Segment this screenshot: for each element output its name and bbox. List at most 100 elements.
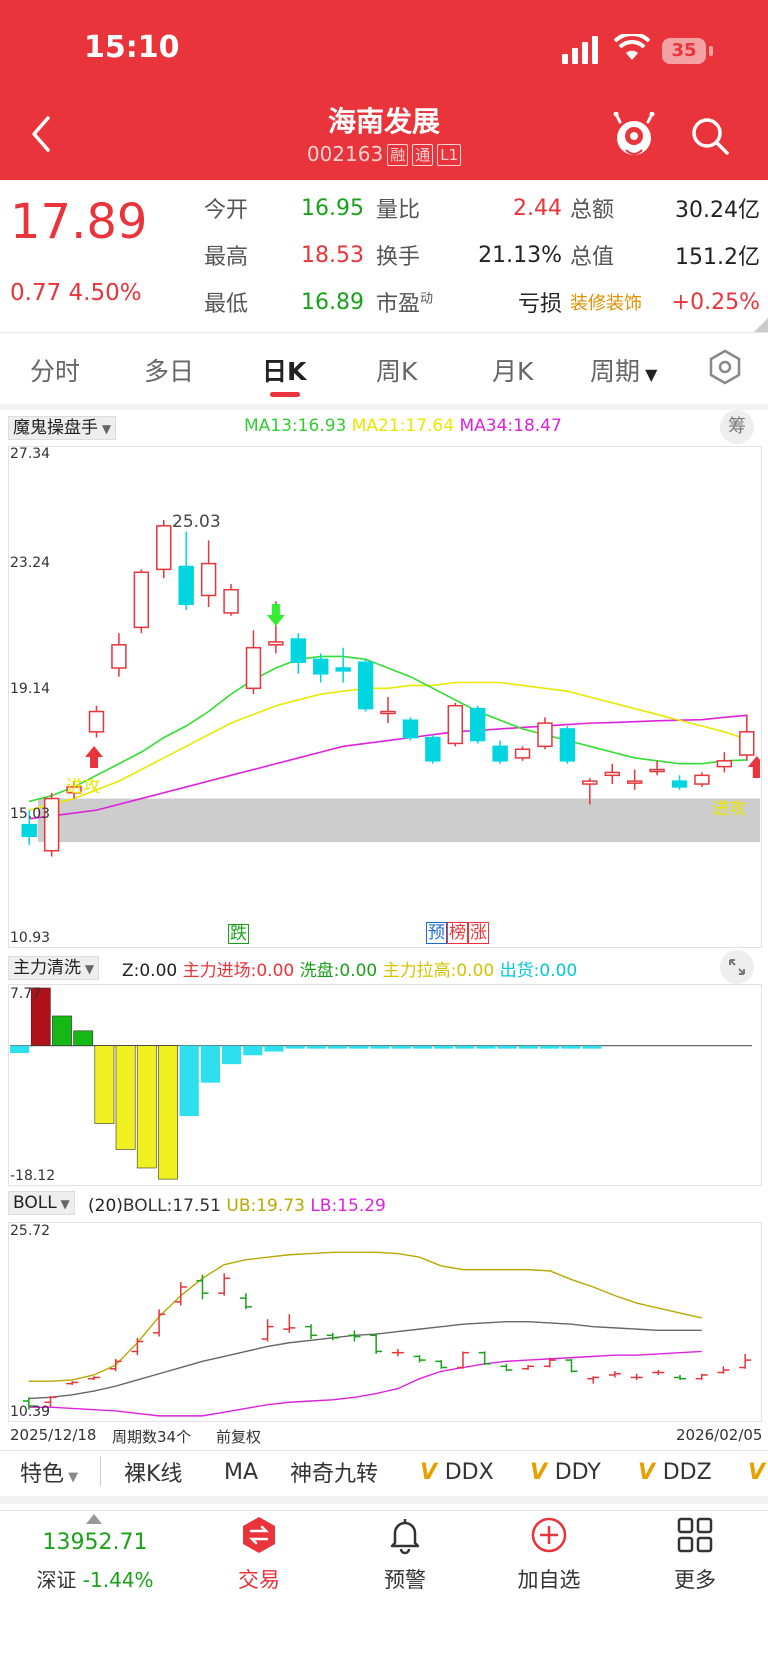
indicator-ma[interactable]: MA xyxy=(224,1459,259,1485)
candle-body xyxy=(290,638,307,663)
y-tick-label: 23.24 xyxy=(10,555,51,571)
flow-bar xyxy=(412,1045,432,1049)
candle-body xyxy=(559,728,576,762)
quote-row: 最低 16.89 市盈动 亏损 装修装饰 +0.25% xyxy=(204,280,760,324)
flow-bar xyxy=(264,1045,284,1052)
vip-v-icon: V xyxy=(420,1459,445,1485)
indicator-toolbar: 特色 ▼ 裸K线 MA 神奇九转 V DDX V DDY V DDZ V xyxy=(0,1448,768,1496)
flow-bar xyxy=(561,1045,581,1049)
price-change: 0.77 4.50% xyxy=(10,280,142,306)
nav-alert[interactable]: 预警 xyxy=(350,1515,460,1594)
divider xyxy=(0,1496,768,1504)
candle-body xyxy=(43,797,60,852)
stock-subtitle: 002163 融 通 L1 xyxy=(0,142,768,166)
quote-value: 16.95 xyxy=(301,195,364,221)
vip-v-icon: V xyxy=(638,1459,663,1485)
sector-name[interactable]: 装修装饰 xyxy=(570,293,642,314)
tab-intraday[interactable]: 分时 xyxy=(30,357,81,386)
sector-change: +0.25% xyxy=(671,289,760,315)
search-icon[interactable] xyxy=(690,116,730,156)
ma13-line xyxy=(29,655,747,803)
tab-period[interactable]: 周期 ▼ xyxy=(590,352,657,388)
candle-body xyxy=(380,710,396,715)
indicator-ddy-label: DDY xyxy=(554,1459,601,1485)
battery-indicator: 35 xyxy=(662,38,706,64)
y-tick-label: 10.93 xyxy=(10,930,51,946)
boll-indicator-selector[interactable]: BOLL ▼ xyxy=(8,1191,75,1215)
tab-monthly-k[interactable]: 月K xyxy=(492,357,534,386)
nav-add-watchlist-label: 加自选 xyxy=(517,1568,581,1592)
indicator-naked-k[interactable]: 裸K线 xyxy=(124,1462,183,1487)
candle-body xyxy=(21,823,37,837)
candle-body xyxy=(245,646,262,690)
ma21-label: MA21:17.64 xyxy=(351,416,455,436)
indicator-featured[interactable]: 特色 ▼ xyxy=(20,1456,78,1488)
caret-up-icon xyxy=(86,1514,102,1524)
nav-trade[interactable]: 交易 xyxy=(204,1515,314,1594)
tab-daily-k[interactable]: 日K xyxy=(262,357,307,386)
flow-enter-label: 主力进场:0.00 xyxy=(182,961,295,981)
vip-v-icon: V xyxy=(748,1459,766,1485)
flow-bar xyxy=(497,1045,517,1049)
y-tick-label: 19.14 xyxy=(10,681,51,697)
flow-bar xyxy=(222,1045,242,1065)
quote-value: 16.89 xyxy=(301,289,364,315)
caret-down-icon: ▼ xyxy=(98,422,112,436)
flow-bar xyxy=(370,1045,390,1049)
chip-distribution-button[interactable]: 筹 xyxy=(720,410,754,444)
divider xyxy=(0,332,768,333)
flow-indicator-selector[interactable]: 主力清洗 ▼ xyxy=(8,953,100,980)
index-summary[interactable]: 深证 -1.44% xyxy=(30,1564,160,1593)
quote-row: 今开 16.95 量比 2.44 总额 30.24亿 xyxy=(204,186,760,230)
tab-multi-day[interactable]: 多日 xyxy=(144,357,195,386)
candlestick-chart[interactable] xyxy=(8,446,760,946)
event-tags[interactable]: 预榜涨 xyxy=(426,922,489,944)
flow-bar xyxy=(136,1045,157,1169)
index-value[interactable]: 13952.71 xyxy=(42,1530,148,1555)
event-fall-tag[interactable]: 跌 xyxy=(228,924,249,944)
candle-body xyxy=(649,768,665,773)
indicator-ddz[interactable]: V DDZ xyxy=(638,1460,712,1485)
y-tick-label: -18.12 xyxy=(10,1168,56,1184)
boll-chart-frame xyxy=(8,1222,762,1422)
flow-bar xyxy=(243,1045,263,1056)
mascot-icon[interactable] xyxy=(612,112,656,158)
flow-bar xyxy=(391,1045,411,1049)
nav-more[interactable]: 更多 xyxy=(640,1515,750,1594)
nav-more-label: 更多 xyxy=(674,1568,716,1592)
main-indicator-selector[interactable]: 魔鬼操盘手 ▼ xyxy=(8,413,117,440)
indicator-magic-nine[interactable]: 神奇九转 xyxy=(290,1462,379,1487)
quote-label: 量比 xyxy=(376,198,421,223)
flow-bar-chart[interactable] xyxy=(8,984,760,1184)
settings-hexagon-icon[interactable] xyxy=(706,348,744,386)
flow-bar xyxy=(328,1045,348,1049)
event-ranking-tag: 榜 xyxy=(447,922,468,944)
candle-body xyxy=(133,571,150,629)
pe-dynamic-mark: 动 xyxy=(420,291,434,307)
tab-weekly-k[interactable]: 周K xyxy=(376,357,418,386)
boll-param: (20) xyxy=(88,1196,123,1216)
flow-bar xyxy=(10,1045,30,1054)
boll-chart[interactable] xyxy=(8,1222,760,1420)
ma21-line xyxy=(29,681,748,811)
nav-add-watchlist[interactable]: 加自选 xyxy=(494,1515,604,1594)
candle-body xyxy=(402,719,419,739)
pe-label: 市盈 xyxy=(376,292,421,317)
back-arrow-icon[interactable] xyxy=(30,116,52,152)
vip-v-icon: V xyxy=(530,1459,555,1485)
divider xyxy=(0,404,768,410)
indicator-ddy[interactable]: V DDY xyxy=(530,1460,601,1485)
indicator-featured-label: 特色 xyxy=(20,1462,65,1487)
candle-body xyxy=(178,565,194,605)
expand-icon[interactable] xyxy=(720,950,754,984)
flow-bar xyxy=(434,1045,454,1049)
indicator-ddx[interactable]: V DDX xyxy=(420,1460,494,1485)
wifi-icon xyxy=(614,34,650,60)
adjust-mode[interactable]: 前复权 xyxy=(216,1428,262,1446)
caret-down-icon: ▼ xyxy=(640,365,658,384)
candle-body xyxy=(223,588,239,614)
current-price: 17.89 xyxy=(10,194,148,250)
flow-bar xyxy=(518,1045,538,1049)
flow-exit-label: 出货:0.00 xyxy=(499,961,578,981)
index-change: -1.44% xyxy=(82,1568,154,1592)
